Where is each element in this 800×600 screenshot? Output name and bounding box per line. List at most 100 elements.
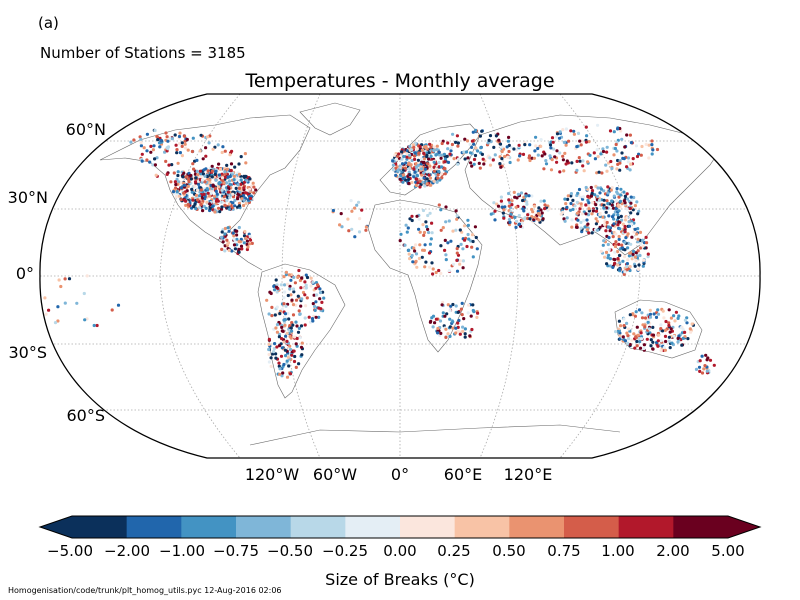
- station-dot: [293, 354, 297, 359]
- station-dot: [275, 285, 279, 289]
- station-dot: [154, 173, 158, 177]
- station-dot: [502, 216, 506, 220]
- station-dot: [292, 349, 296, 353]
- station-dot: [470, 164, 474, 168]
- station-dot: [410, 180, 414, 185]
- station-dot: [318, 291, 323, 295]
- station-dot: [564, 127, 569, 131]
- station-dot: [451, 320, 455, 324]
- station-dot: [439, 172, 443, 176]
- station-dot: [174, 182, 178, 187]
- station-dot: [313, 304, 317, 309]
- colorbar-bin: [564, 516, 620, 538]
- station-dot: [455, 247, 459, 251]
- station-dot: [237, 247, 241, 251]
- station-dot: [288, 284, 292, 288]
- station-dot: [184, 203, 188, 207]
- station-dot: [595, 228, 600, 232]
- station-dot: [466, 311, 470, 315]
- station-dot: [53, 321, 58, 325]
- station-dot: [399, 232, 403, 236]
- station-dot: [237, 186, 241, 190]
- station-dot: [229, 168, 233, 173]
- station-dot: [210, 164, 214, 168]
- station-dot: [423, 243, 427, 247]
- station-dot: [440, 153, 444, 157]
- station-dot: [410, 218, 414, 223]
- station-dot: [364, 228, 368, 232]
- station-dot: [561, 158, 566, 162]
- station-dot: [358, 217, 362, 221]
- station-dot: [410, 158, 414, 163]
- station-dot: [637, 209, 641, 213]
- station-dot: [412, 175, 416, 179]
- station-dot: [651, 333, 656, 337]
- station-dot: [291, 303, 296, 307]
- station-dot: [605, 220, 609, 225]
- station-dot: [250, 241, 254, 245]
- station-dot: [422, 161, 426, 165]
- station-dot: [199, 188, 203, 192]
- station-dot: [443, 167, 447, 171]
- station-dot: [609, 188, 613, 192]
- station-dot: [415, 214, 419, 218]
- station-dot: [304, 283, 308, 287]
- station-dot: [83, 318, 87, 322]
- coast-australia: [614, 299, 703, 359]
- station-dot: [239, 178, 243, 182]
- station-dot: [439, 331, 443, 335]
- station-dot: [583, 225, 587, 229]
- station-dot: [575, 200, 579, 204]
- station-dot: [227, 202, 232, 206]
- station-dot: [304, 286, 308, 290]
- station-dot: [444, 205, 448, 209]
- station-dot: [273, 342, 277, 346]
- station-dot: [415, 177, 419, 181]
- station-dot: [198, 169, 202, 173]
- lon-label-60e: 60°E: [443, 465, 483, 484]
- station-dot: [292, 359, 297, 364]
- station-dot: [534, 135, 538, 139]
- station-dot: [463, 327, 467, 331]
- station-dot: [637, 263, 641, 267]
- station-dot: [631, 208, 635, 212]
- colorbar-bin: [454, 516, 510, 538]
- station-dot: [575, 211, 580, 215]
- station-dot: [353, 235, 357, 239]
- station-dot: [608, 264, 613, 268]
- station-dot: [626, 334, 630, 338]
- station-dot: [296, 275, 300, 279]
- station-dot: [204, 154, 208, 158]
- station-dot: [657, 333, 661, 337]
- station-dot: [237, 201, 241, 205]
- station-dot: [206, 184, 210, 188]
- station-dot: [470, 327, 474, 332]
- station-dot: [477, 161, 481, 165]
- station-dot: [360, 208, 364, 212]
- station-dot: [201, 209, 205, 213]
- station-dot: [225, 167, 229, 171]
- station-dot: [413, 151, 417, 155]
- station-dot: [676, 316, 680, 320]
- station-dot: [437, 268, 441, 273]
- station-dot: [295, 324, 299, 328]
- station-dot: [650, 143, 654, 147]
- station-dot: [400, 157, 404, 161]
- station-dot: [561, 128, 565, 132]
- station-dot: [555, 149, 559, 153]
- station-dot: [220, 230, 224, 234]
- station-dot: [408, 173, 412, 177]
- station-dot: [231, 195, 236, 199]
- panel-label: (a): [38, 14, 59, 32]
- station-dot: [225, 181, 229, 185]
- station-dot: [668, 330, 672, 334]
- station-dot: [548, 143, 553, 147]
- station-dot: [347, 229, 351, 233]
- station-dot: [613, 250, 617, 254]
- station-dot: [638, 242, 643, 246]
- station-dot: [288, 287, 292, 291]
- colorbar-bin: [673, 516, 729, 538]
- station-dot: [580, 212, 584, 216]
- station-dot: [167, 163, 171, 167]
- station-dot: [689, 330, 693, 334]
